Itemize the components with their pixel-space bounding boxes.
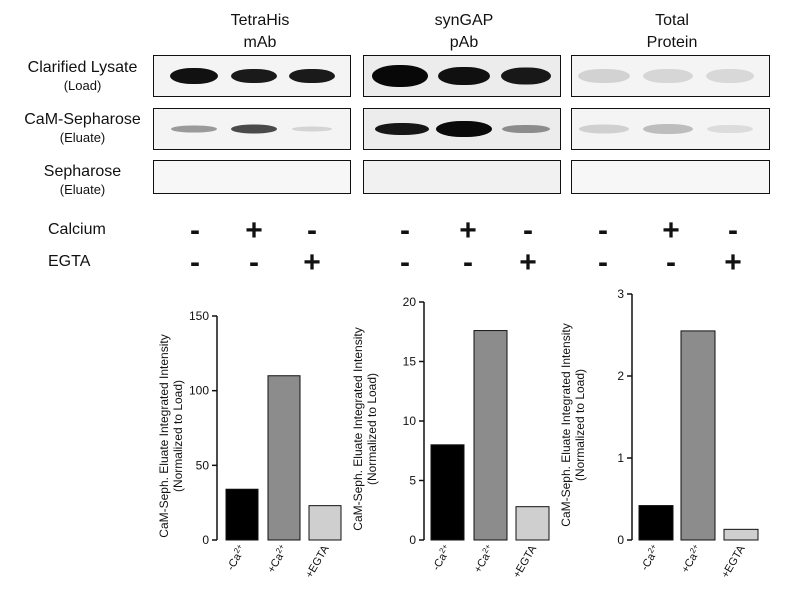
bar xyxy=(473,330,508,541)
blot-band xyxy=(438,67,490,85)
blot-band xyxy=(289,69,335,83)
blot-band xyxy=(579,124,629,134)
row-label-sepharose: Sepharose (Eluate) xyxy=(43,163,122,197)
sign-egta: - xyxy=(463,246,473,279)
x-tick-label: +EGTA xyxy=(303,543,332,580)
blot-tetrahis-load xyxy=(153,55,351,97)
y-tick-label: 150 xyxy=(189,309,209,323)
y-tick-label: 2 xyxy=(617,369,624,383)
sign-egta: + xyxy=(519,246,537,279)
blot-band xyxy=(375,123,429,135)
blot-tetrahis-eluate xyxy=(153,108,351,150)
y-axis-label: CaM-Seph. Eluate Integrated Intensity xyxy=(351,327,365,530)
x-tick-label: +Ca2+ xyxy=(470,542,498,575)
y-tick-label: 0 xyxy=(617,533,624,547)
bar xyxy=(680,330,716,541)
column-title-tetrahis: TetraHis mAb xyxy=(230,12,290,51)
condition-label-calcium: Calcium xyxy=(48,221,106,238)
y-tick-label: 15 xyxy=(403,355,417,369)
sign-egta: - xyxy=(400,246,410,279)
blot-band xyxy=(292,126,332,132)
blot-band xyxy=(643,69,693,83)
bar xyxy=(225,488,259,541)
blot-tetrahis-sepharose xyxy=(153,160,351,194)
bar xyxy=(430,444,465,541)
sign-calcium: - xyxy=(307,214,317,247)
y-axis-label: (Normalized to Load) xyxy=(171,380,185,492)
y-axis-label: CaM-Seph. Eluate Integrated Intensity xyxy=(157,334,171,537)
blot-band xyxy=(231,124,277,134)
blot-band xyxy=(501,67,551,85)
x-tick-label: -Ca2+ xyxy=(223,542,249,573)
sign-calcium: + xyxy=(459,214,477,247)
sign-egta: + xyxy=(724,246,742,279)
y-tick-label: 3 xyxy=(617,287,624,301)
blot-syngap-eluate xyxy=(363,108,561,150)
y-tick-label: 1 xyxy=(617,451,624,465)
sign-calcium: - xyxy=(190,214,200,247)
blot-band xyxy=(171,125,217,133)
blot-band xyxy=(170,68,218,84)
blot-band xyxy=(231,69,277,83)
blot-syngap-sepharose xyxy=(363,160,561,194)
blot-total-load xyxy=(571,55,770,97)
y-tick-label: 5 xyxy=(409,474,416,488)
x-tick-label: -Ca2+ xyxy=(428,542,454,573)
blot-band xyxy=(372,65,428,87)
sign-egta: - xyxy=(666,246,676,279)
column-title-syngap: synGAP pAb xyxy=(434,12,494,51)
blot-syngap-load xyxy=(363,55,561,97)
sign-calcium: + xyxy=(662,214,680,247)
blot-band xyxy=(436,121,492,137)
blot-band xyxy=(502,125,550,133)
sign-calcium: - xyxy=(598,214,608,247)
y-tick-label: 0 xyxy=(202,533,209,547)
bar xyxy=(723,528,759,541)
x-tick-label: +EGTA xyxy=(719,543,748,580)
row-label-cam-sepharose: CaM-Sepharose (Eluate) xyxy=(24,111,141,145)
bar xyxy=(515,506,550,541)
sign-calcium: + xyxy=(245,214,263,247)
y-axis-label: CaM-Seph. Eluate Integrated Intensity xyxy=(559,323,573,526)
sign-calcium: - xyxy=(728,214,738,247)
sign-egta: + xyxy=(303,246,321,279)
x-tick-label: +EGTA xyxy=(511,543,540,580)
blot-band xyxy=(706,69,754,83)
y-tick-label: 0 xyxy=(409,533,416,547)
blot-band xyxy=(707,125,753,133)
blot-band xyxy=(643,124,693,134)
sign-egta: - xyxy=(249,246,259,279)
y-axis-label: (Normalized to Load) xyxy=(573,369,587,481)
x-tick-label: +Ca2+ xyxy=(677,542,705,575)
x-tick-label: -Ca2+ xyxy=(637,542,663,573)
sign-calcium: - xyxy=(523,214,533,247)
bar xyxy=(638,505,674,541)
blot-total-eluate xyxy=(571,108,770,150)
blot-band xyxy=(578,69,630,83)
y-tick-label: 100 xyxy=(189,384,209,398)
x-tick-label: +Ca2+ xyxy=(263,542,291,575)
y-tick-label: 50 xyxy=(196,458,210,472)
column-title-total-protein: Total Protein xyxy=(646,12,698,51)
blot-total-sepharose xyxy=(571,160,770,194)
condition-label-egta: EGTA xyxy=(48,253,91,270)
y-tick-label: 10 xyxy=(403,414,417,428)
y-tick-label: 20 xyxy=(403,295,417,309)
bar xyxy=(308,505,342,541)
sign-egta: - xyxy=(598,246,608,279)
y-axis-label: (Normalized to Load) xyxy=(365,373,379,485)
row-label-clarified-lysate: Clarified Lysate (Load) xyxy=(27,59,138,93)
bar xyxy=(267,375,301,541)
sign-calcium: - xyxy=(400,214,410,247)
sign-egta: - xyxy=(190,246,200,279)
